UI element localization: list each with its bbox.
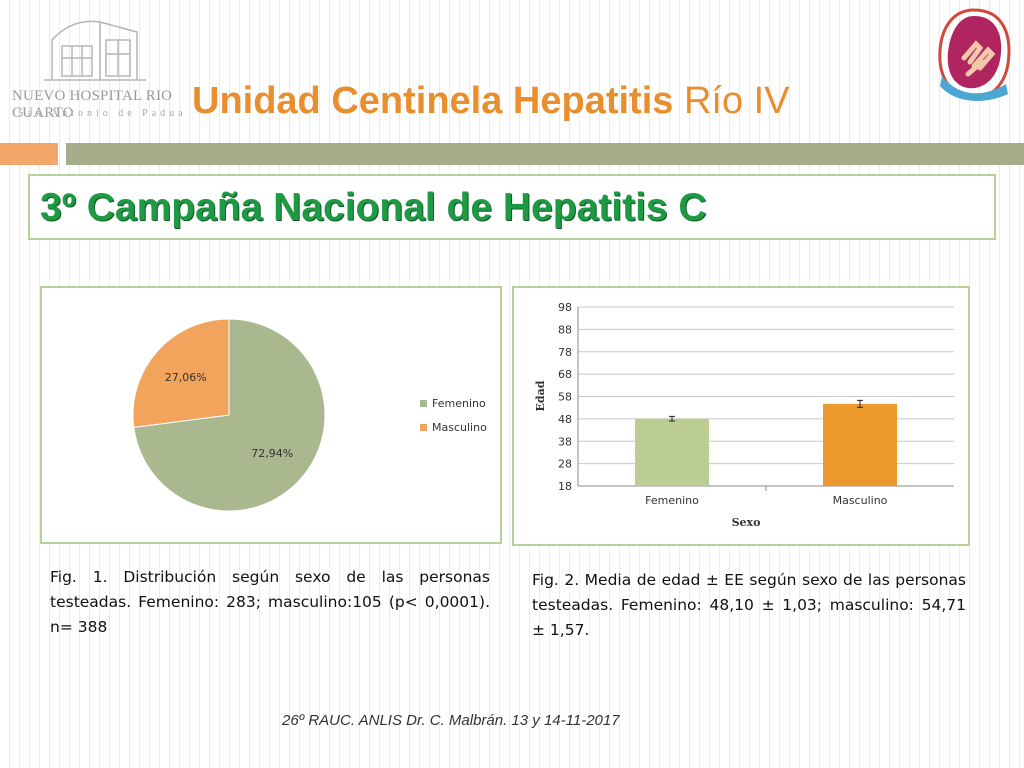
- legend-label-masculino: Masculino: [432, 421, 487, 434]
- error-bar: [857, 399, 863, 408]
- bar-masculino: [823, 403, 897, 486]
- legend-label-femenino: Femenino: [432, 397, 486, 410]
- y-tick-label: 18: [558, 480, 572, 493]
- hospital-logo: NUEVO HOSPITAL RIO CUARTO San Antonio de…: [12, 10, 183, 121]
- page-title: Unidad Centinela Hepatitis Río IV: [192, 80, 790, 123]
- figure-2-caption: Fig. 2. Media de edad ± EE según sexo de…: [532, 571, 966, 639]
- pie-slice-masculino: [132, 318, 230, 428]
- y-tick-label: 58: [558, 391, 572, 404]
- y-tick-label: 68: [558, 368, 572, 381]
- pie-chart-frame: 72,94% 27,06% Femenino Masculino: [40, 286, 502, 544]
- header-accent-bar: [0, 143, 58, 165]
- y-tick-label: 28: [558, 458, 572, 471]
- legend-swatch: [420, 400, 427, 407]
- subtitle-box: 3º Campaña Nacional de Hepatitis C: [28, 174, 996, 240]
- hospital-name: NUEVO HOSPITAL RIO CUARTO: [12, 88, 173, 121]
- bar-chart: 18 28 38 48 58 68 78 88 98 Femenino Masculino Sexo E…: [534, 301, 954, 529]
- bar-femenino: [635, 418, 709, 486]
- liver-hands-icon: [938, 8, 1011, 101]
- header-divider-bar: [66, 143, 1024, 165]
- y-tick-label: 98: [558, 301, 572, 314]
- legend-swatch: [420, 424, 427, 431]
- pie-chart: 72,94% 27,06% Femenino Masculino: [132, 318, 487, 512]
- hospital-building-icon: [44, 20, 146, 81]
- title-bold: Unidad Centinela Hepatitis: [192, 80, 674, 122]
- y-tick-label: 38: [558, 435, 572, 448]
- pie-data-label: 27,06%: [165, 371, 207, 384]
- hospital-subtitle: San Antonio de Padua: [18, 108, 187, 119]
- error-bar: [669, 415, 675, 422]
- y-tick-label: 78: [558, 346, 572, 359]
- x-tick-label: Femenino: [645, 494, 699, 507]
- title-light: Río IV: [683, 80, 790, 122]
- y-tick-label: 88: [558, 323, 572, 336]
- x-tick-label: Masculino: [833, 494, 888, 507]
- figure-1-caption: Fig. 1. Distribución según sexo de las p…: [50, 568, 490, 636]
- footer-citation: 26º RAUC. ANLIS Dr. C. Malbrán. 13 y 14-…: [282, 712, 620, 729]
- y-axis-label: Edad: [534, 380, 547, 411]
- campaign-logo: [934, 6, 1014, 110]
- pie-data-label: 72,94%: [251, 447, 293, 460]
- y-tick-label: 48: [558, 413, 572, 426]
- campaign-title: 3º Campaña Nacional de Hepatitis C: [40, 186, 707, 229]
- x-axis-label: Sexo: [732, 516, 761, 529]
- bar-chart-frame: 18 28 38 48 58 68 78 88 98 Femenino Masculino Sexo E…: [512, 286, 970, 546]
